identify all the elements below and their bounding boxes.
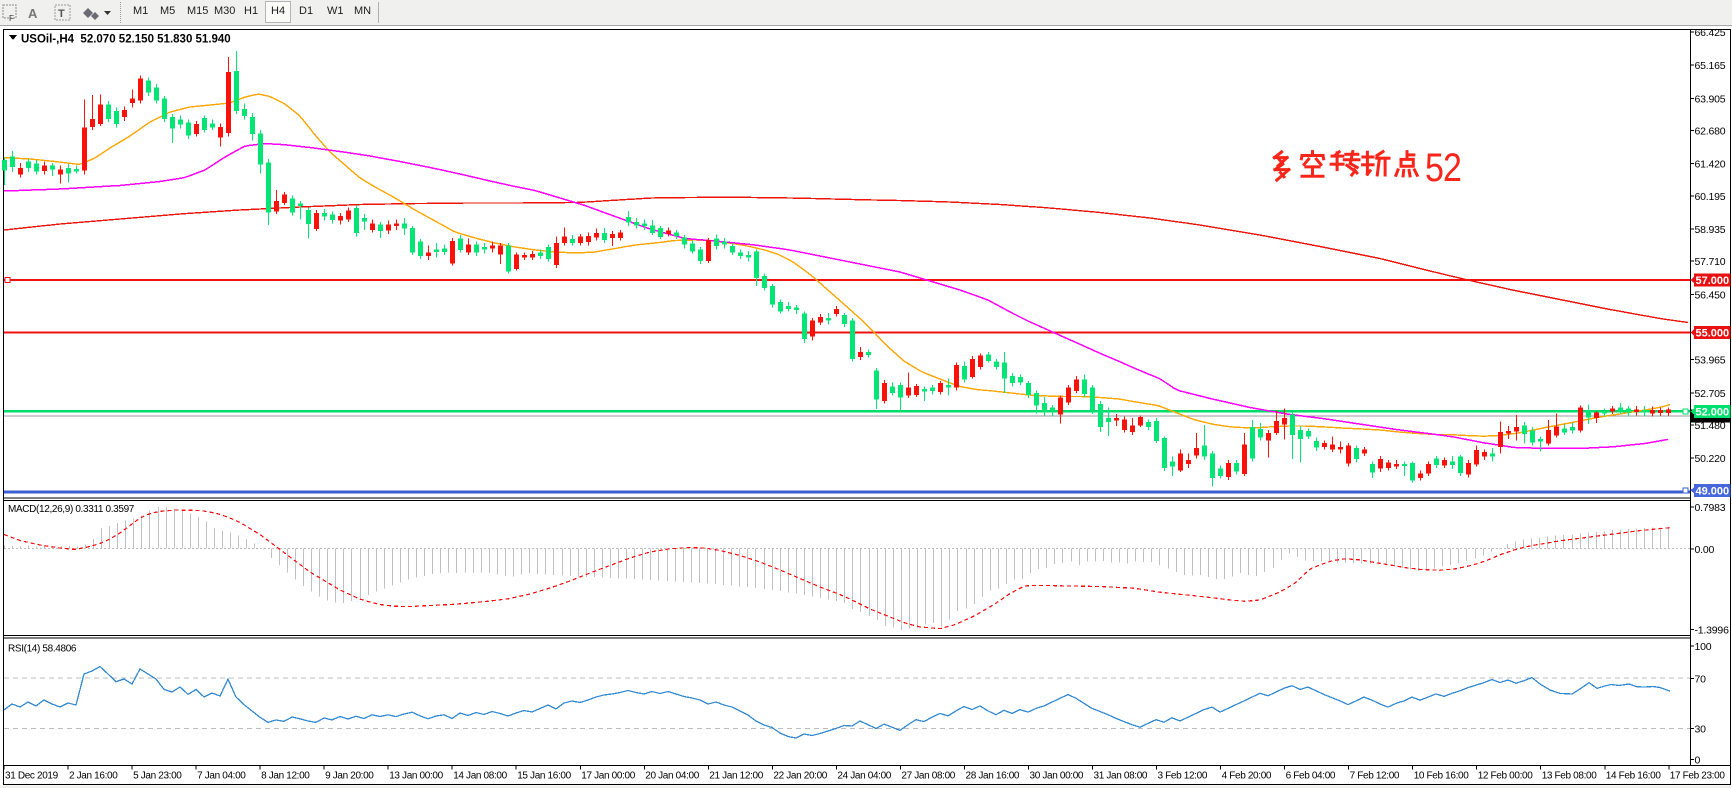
svg-text:15 Jan 16:00: 15 Jan 16:00 — [517, 771, 571, 782]
svg-text:20 Jan 04:00: 20 Jan 04:00 — [645, 771, 699, 782]
svg-text:14 Jan 08:00: 14 Jan 08:00 — [453, 771, 507, 782]
svg-text:3 Feb 12:00: 3 Feb 12:00 — [1158, 771, 1208, 782]
svg-text:56.450: 56.450 — [1695, 289, 1726, 301]
svg-text:51.480: 51.480 — [1695, 420, 1726, 432]
svg-text:55.000: 55.000 — [1696, 328, 1730, 340]
svg-text:0.00: 0.00 — [1695, 544, 1715, 556]
svg-text:22 Jan 20:00: 22 Jan 20:00 — [773, 771, 827, 782]
svg-text:52.705: 52.705 — [1695, 388, 1726, 400]
svg-text:0.7983: 0.7983 — [1695, 502, 1726, 514]
svg-text:66.425: 66.425 — [1695, 27, 1726, 39]
svg-text:52.000: 52.000 — [1696, 406, 1730, 418]
svg-text:57.710: 57.710 — [1695, 256, 1726, 268]
svg-text:6 Feb 04:00: 6 Feb 04:00 — [1286, 771, 1336, 782]
svg-text:13 Feb 08:00: 13 Feb 08:00 — [1542, 771, 1598, 782]
svg-text:31 Dec 2019: 31 Dec 2019 — [5, 771, 59, 782]
svg-text:14 Feb 16:00: 14 Feb 16:00 — [1606, 771, 1662, 782]
svg-text:30: 30 — [1695, 724, 1707, 736]
svg-text:65.165: 65.165 — [1695, 60, 1726, 72]
svg-text:7 Feb 12:00: 7 Feb 12:00 — [1350, 771, 1400, 782]
svg-text:-1.3996: -1.3996 — [1695, 625, 1730, 637]
svg-text:31 Jan 08:00: 31 Jan 08:00 — [1094, 771, 1148, 782]
svg-text:MACD(12,26,9) 0.3311 0.3597: MACD(12,26,9) 0.3311 0.3597 — [8, 504, 135, 515]
svg-text:62.680: 62.680 — [1695, 126, 1726, 138]
svg-text:57.000: 57.000 — [1696, 275, 1730, 287]
svg-text:58.935: 58.935 — [1695, 224, 1726, 236]
svg-text:21 Jan 12:00: 21 Jan 12:00 — [709, 771, 763, 782]
svg-text:60.195: 60.195 — [1695, 191, 1726, 203]
svg-text:USOil-,H4 52.070 52.150 51.83: USOil-,H4 52.070 52.150 51.830 51.940 — [21, 34, 231, 46]
svg-text:63.905: 63.905 — [1695, 93, 1726, 105]
svg-text:17 Jan 00:00: 17 Jan 00:00 — [581, 771, 635, 782]
svg-text:100: 100 — [1695, 641, 1712, 653]
svg-text:17 Feb 23:00: 17 Feb 23:00 — [1670, 771, 1726, 782]
svg-text:12 Feb 00:00: 12 Feb 00:00 — [1478, 771, 1534, 782]
svg-text:A: A — [28, 6, 38, 21]
svg-text:49.000: 49.000 — [1696, 485, 1730, 497]
svg-text:61.420: 61.420 — [1695, 159, 1726, 171]
svg-text:0: 0 — [1695, 755, 1701, 767]
svg-text:5 Jan 23:00: 5 Jan 23:00 — [133, 771, 182, 782]
svg-text:28 Jan 16:00: 28 Jan 16:00 — [966, 771, 1020, 782]
svg-text:4 Feb 20:00: 4 Feb 20:00 — [1222, 771, 1272, 782]
svg-text:2 Jan 16:00: 2 Jan 16:00 — [69, 771, 118, 782]
svg-text:27 Jan 08:00: 27 Jan 08:00 — [901, 771, 955, 782]
svg-text:53.965: 53.965 — [1695, 355, 1726, 367]
svg-text:RSI(14) 58.4806: RSI(14) 58.4806 — [8, 644, 77, 655]
svg-text:8 Jan 12:00: 8 Jan 12:00 — [261, 771, 310, 782]
svg-text:24 Jan 04:00: 24 Jan 04:00 — [837, 771, 891, 782]
svg-text:10 Feb 16:00: 10 Feb 16:00 — [1414, 771, 1470, 782]
svg-text:52: 52 — [1425, 144, 1461, 189]
svg-text:13 Jan 00:00: 13 Jan 00:00 — [389, 771, 443, 782]
svg-text:F: F — [9, 14, 14, 23]
svg-text:9 Jan 20:00: 9 Jan 20:00 — [325, 771, 374, 782]
svg-text:70: 70 — [1695, 674, 1707, 686]
svg-text:7 Jan 04:00: 7 Jan 04:00 — [197, 771, 246, 782]
svg-text:30 Jan 00:00: 30 Jan 00:00 — [1030, 771, 1084, 782]
svg-text:50.220: 50.220 — [1695, 453, 1726, 465]
svg-text:T: T — [58, 8, 65, 20]
